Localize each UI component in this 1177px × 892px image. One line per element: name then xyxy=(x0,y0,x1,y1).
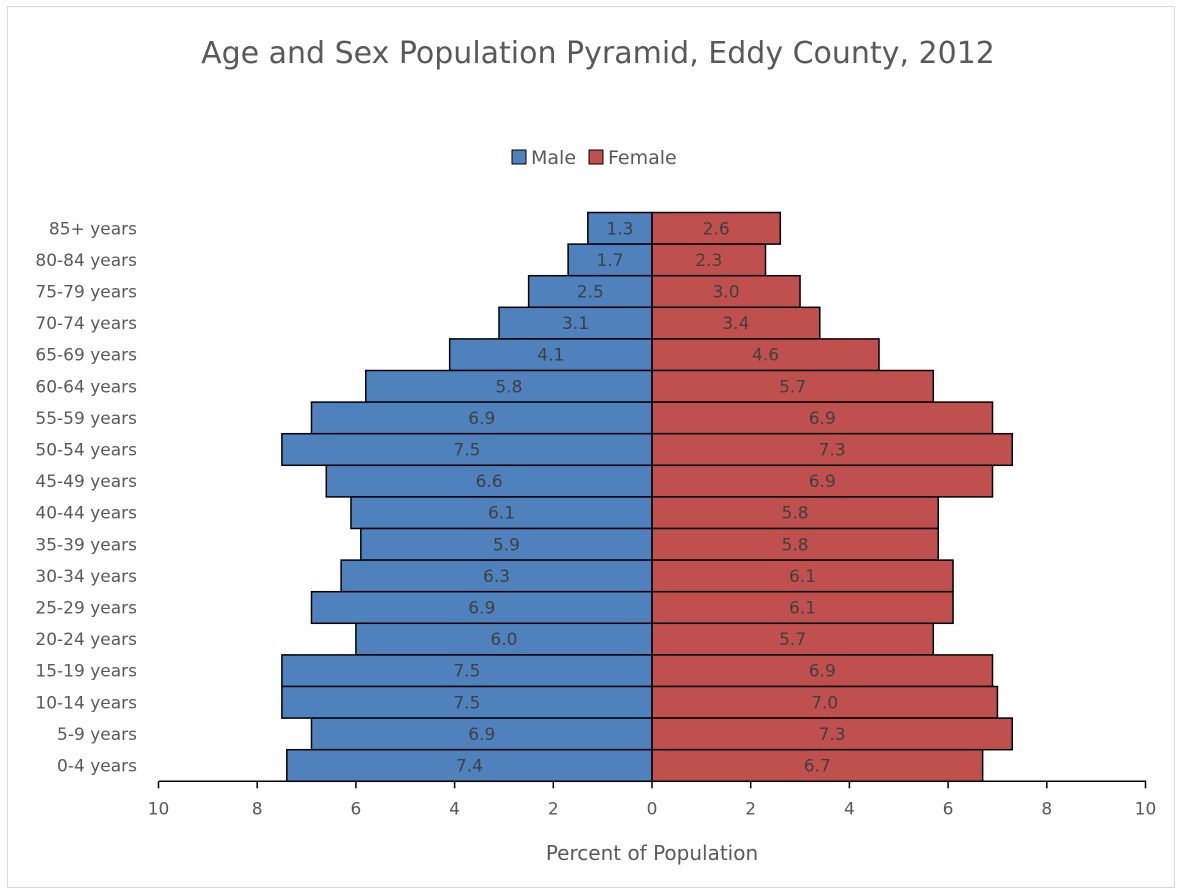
category-label-4: 65-69 years xyxy=(35,346,137,366)
data-label-female-6: 6.9 xyxy=(809,409,836,429)
data-label-female-14: 6.9 xyxy=(809,662,836,682)
x-tick-label-5: 0 xyxy=(647,799,658,819)
bars: 1.3 2.61.7 2.32.5 3.03.1 3.44.1 4.65.8 5.76.9 6… xyxy=(281,211,1014,783)
x-axis: 10 8 6 4 2 0 2 4 6 8 10 xyxy=(148,780,1157,819)
category-label-15: 10-14 years xyxy=(35,693,137,713)
bar-male-6 xyxy=(310,401,653,435)
bar-male-10 xyxy=(360,527,653,561)
bar-male-4 xyxy=(448,338,653,372)
category-label-3: 70-74 years xyxy=(35,314,137,334)
bar-male-17 xyxy=(286,748,653,783)
legend: Male Female xyxy=(511,147,677,169)
data-label-female-16: 7.3 xyxy=(819,725,846,745)
x-tick-label-4: 2 xyxy=(548,799,559,819)
data-label-female-4: 4.6 xyxy=(752,346,779,366)
x-axis-title: Percent of Population xyxy=(546,841,758,865)
bar-female-9 xyxy=(651,496,939,530)
chart-title: Age and Sex Population Pyramid, Eddy Cou… xyxy=(201,36,995,71)
bar-male-7 xyxy=(281,432,653,467)
bar-female-8 xyxy=(651,464,994,498)
category-label-6: 55-59 years xyxy=(35,409,137,429)
data-label-female-15: 7.0 xyxy=(811,693,838,713)
bar-female-13 xyxy=(651,622,935,656)
data-label-female-11: 6.1 xyxy=(789,567,816,587)
data-label-female-12: 6.1 xyxy=(789,599,816,619)
x-tick-label-10: 10 xyxy=(1135,799,1157,819)
x-tick-label-8: 6 xyxy=(943,799,954,819)
data-label-female-2: 3.0 xyxy=(713,283,740,303)
data-label-male-16: 6.9 xyxy=(468,725,495,745)
data-label-female-0: 2.6 xyxy=(703,219,730,239)
legend-label-male: Male xyxy=(531,147,576,169)
category-label-10: 35-39 years xyxy=(35,535,137,555)
bar-female-15 xyxy=(651,685,999,719)
legend-swatch-female xyxy=(588,149,604,165)
category-label-5: 60-64 years xyxy=(35,377,137,397)
legend-swatch-male xyxy=(511,149,527,165)
data-label-male-12: 6.9 xyxy=(468,599,495,619)
legend-label-female: Female xyxy=(608,147,677,169)
data-label-male-2: 2.5 xyxy=(577,283,604,303)
category-label-2: 75-79 years xyxy=(35,283,137,303)
bar-male-9 xyxy=(350,496,653,530)
data-label-female-10: 5.8 xyxy=(782,535,809,555)
category-label-17: 0-4 years xyxy=(57,757,137,777)
x-tick-label-6: 2 xyxy=(745,799,756,819)
bar-female-17 xyxy=(651,748,984,783)
category-label-12: 25-29 years xyxy=(35,599,137,619)
data-label-male-1: 1.7 xyxy=(597,251,624,271)
category-label-1: 80-84 years xyxy=(35,251,137,271)
x-tick-label-3: 4 xyxy=(449,799,460,819)
bar-male-13 xyxy=(355,622,653,656)
data-label-male-10: 5.9 xyxy=(493,535,520,555)
data-label-male-5: 5.8 xyxy=(495,377,522,397)
data-label-male-8: 6.6 xyxy=(476,472,503,492)
bar-male-8 xyxy=(325,464,653,498)
data-label-male-0: 1.3 xyxy=(606,219,633,239)
data-label-female-9: 5.8 xyxy=(782,504,809,524)
x-tick-label-0: 10 xyxy=(148,799,170,819)
data-label-male-7: 7.5 xyxy=(453,441,480,461)
bar-female-12 xyxy=(651,590,954,625)
bar-male-3 xyxy=(498,306,653,340)
data-label-female-17: 6.7 xyxy=(804,757,831,777)
x-tick-label-7: 4 xyxy=(844,799,855,819)
data-label-female-7: 7.3 xyxy=(819,441,846,461)
bar-male-2 xyxy=(527,274,653,309)
category-label-11: 30-34 years xyxy=(35,567,137,587)
data-label-female-3: 3.4 xyxy=(722,314,749,334)
bar-female-4 xyxy=(651,338,880,372)
data-label-male-13: 6.0 xyxy=(490,630,517,650)
category-label-16: 5-9 years xyxy=(57,725,137,745)
bar-female-10 xyxy=(651,527,939,561)
x-tick-label-2: 6 xyxy=(350,799,361,819)
data-label-female-5: 5.7 xyxy=(779,377,806,397)
data-label-male-3: 3.1 xyxy=(562,314,589,334)
data-label-female-1: 2.3 xyxy=(695,251,722,271)
x-tick-label-9: 8 xyxy=(1041,799,1052,819)
bar-male-5 xyxy=(365,369,653,403)
data-label-male-15: 7.5 xyxy=(453,693,480,713)
data-label-female-13: 5.7 xyxy=(779,630,806,650)
data-label-male-11: 6.3 xyxy=(483,567,510,587)
bar-female-7 xyxy=(651,432,1014,467)
category-label-0: 85+ years xyxy=(49,219,137,239)
category-label-9: 40-44 years xyxy=(35,504,137,524)
data-label-male-17: 7.4 xyxy=(456,757,483,777)
data-label-female-8: 6.9 xyxy=(809,472,836,492)
data-label-male-6: 6.9 xyxy=(468,409,495,429)
category-labels: 85+ years 80-84 years 75-79 years 70-74 yea… xyxy=(35,219,137,776)
data-label-male-14: 7.5 xyxy=(453,662,480,682)
data-label-male-4: 4.1 xyxy=(537,346,564,366)
category-label-7: 50-54 years xyxy=(35,441,137,461)
x-tick-label-1: 8 xyxy=(252,799,263,819)
data-label-male-9: 6.1 xyxy=(488,504,515,524)
category-label-13: 20-24 years xyxy=(35,630,137,650)
category-label-8: 45-49 years xyxy=(35,472,137,492)
category-label-14: 15-19 years xyxy=(35,662,137,682)
bar-female-14 xyxy=(651,654,994,688)
